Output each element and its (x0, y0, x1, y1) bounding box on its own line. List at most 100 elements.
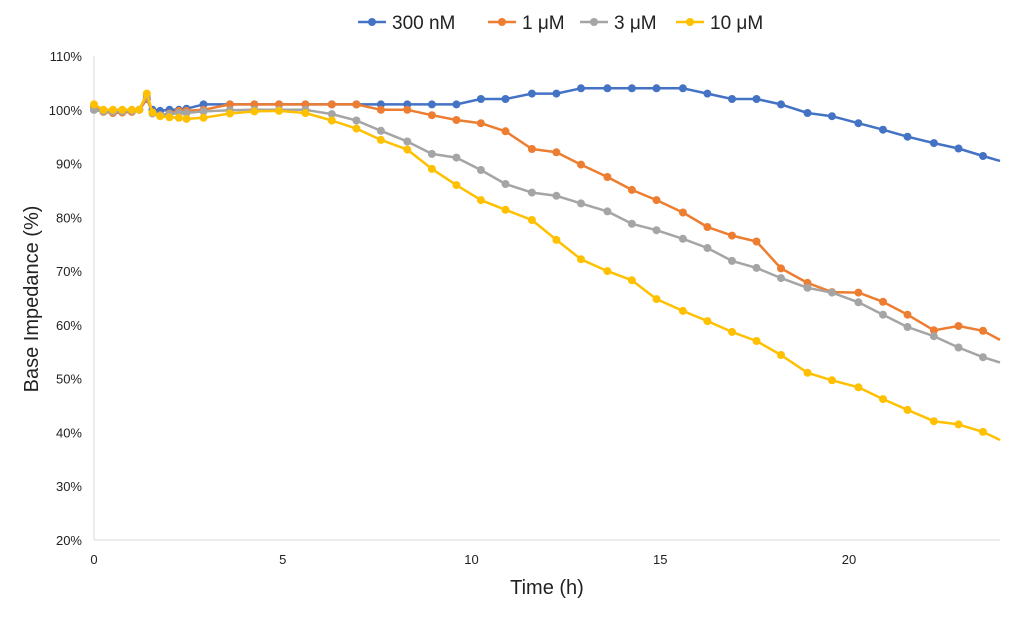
data-point (427, 149, 436, 158)
data-point (552, 235, 561, 244)
data-point (803, 283, 812, 292)
y-tick-label: 30% (56, 479, 82, 494)
data-point (828, 376, 836, 385)
y-tick-label: 60% (56, 318, 82, 333)
data-point (603, 84, 612, 93)
x-tick-label: 10 (464, 552, 478, 567)
data-point (777, 100, 785, 109)
data-point (327, 110, 336, 119)
legend-label: 3 μM (614, 13, 657, 34)
data-point (352, 124, 361, 133)
data-point (199, 113, 208, 122)
data-point (156, 112, 165, 121)
legend-item: 10 μM (676, 13, 763, 34)
data-point (376, 126, 385, 135)
data-point (108, 105, 117, 114)
data-point (678, 306, 687, 315)
y-tick-label: 90% (56, 157, 82, 172)
data-point (452, 153, 461, 162)
data-point (135, 105, 144, 114)
y-tick-label: 80% (56, 210, 82, 225)
data-point (127, 105, 136, 114)
data-point (929, 326, 938, 335)
y-tick-label: 50% (56, 372, 82, 387)
data-point (854, 298, 863, 307)
data-point (728, 256, 736, 265)
data-point (250, 107, 259, 116)
data-point (879, 310, 887, 319)
data-point (728, 95, 736, 103)
data-point (327, 100, 336, 109)
data-point (327, 116, 336, 125)
x-tick-label: 5 (279, 552, 286, 567)
y-tick-label: 20% (56, 533, 82, 548)
series-3 (90, 89, 1001, 442)
data-point (452, 181, 461, 190)
data-point (803, 109, 812, 117)
x-tick-label: 0 (90, 552, 97, 567)
data-point (552, 148, 561, 157)
data-point (603, 207, 612, 216)
data-point (903, 405, 912, 414)
data-point (752, 263, 761, 272)
data-point (452, 100, 461, 109)
data-point (501, 127, 510, 136)
data-point (118, 105, 127, 114)
data-point (142, 89, 151, 98)
data-point (476, 119, 485, 128)
data-point (501, 205, 510, 214)
data-point (777, 264, 785, 273)
data-point (476, 95, 485, 103)
data-point (182, 114, 191, 123)
data-point (352, 116, 361, 125)
data-point (552, 89, 561, 98)
data-point (376, 105, 385, 114)
series-group (90, 84, 1001, 442)
data-point (728, 231, 736, 240)
data-point (627, 219, 636, 228)
y-tick-label: 110% (50, 49, 83, 64)
axes: 20% 30% 40% 50% 60% 70% 80% 90% 100% 110% 0 5 10 15 20 (49, 49, 1000, 567)
data-point (577, 84, 585, 93)
data-point (703, 244, 712, 252)
data-point (954, 343, 963, 352)
data-point (752, 237, 761, 246)
data-point (703, 223, 712, 231)
x-tick-label: 15 (653, 552, 667, 567)
data-point (652, 84, 661, 93)
data-point (703, 89, 712, 98)
y-tick-label: 40% (56, 425, 82, 440)
data-point (577, 255, 585, 264)
x-tick-label: 20 (842, 552, 856, 567)
legend-label: 10 μM (710, 13, 763, 34)
data-point (954, 322, 963, 330)
data-point (225, 109, 234, 118)
data-point (627, 276, 636, 285)
data-point (182, 109, 191, 117)
data-point (427, 111, 436, 120)
legend-marker (498, 18, 506, 26)
data-point (854, 288, 863, 297)
data-point (275, 106, 283, 115)
data-point (678, 84, 687, 93)
data-point (652, 295, 661, 304)
data-point (929, 139, 938, 148)
data-point (828, 112, 836, 121)
data-point (627, 84, 636, 93)
data-point (452, 116, 461, 124)
legend-item: 1 μM (488, 13, 565, 34)
legend-marker (590, 18, 598, 26)
data-point (352, 100, 361, 109)
y-tick-label: 70% (56, 264, 82, 279)
data-point (527, 145, 536, 153)
data-point (979, 152, 987, 160)
y-tick-label: 100% (49, 103, 83, 118)
data-point (854, 383, 863, 392)
data-point (879, 395, 887, 404)
data-point (577, 160, 585, 169)
data-point (954, 420, 963, 429)
data-point (199, 107, 208, 116)
data-point (403, 137, 412, 146)
data-point (678, 208, 687, 217)
data-point (603, 267, 612, 276)
